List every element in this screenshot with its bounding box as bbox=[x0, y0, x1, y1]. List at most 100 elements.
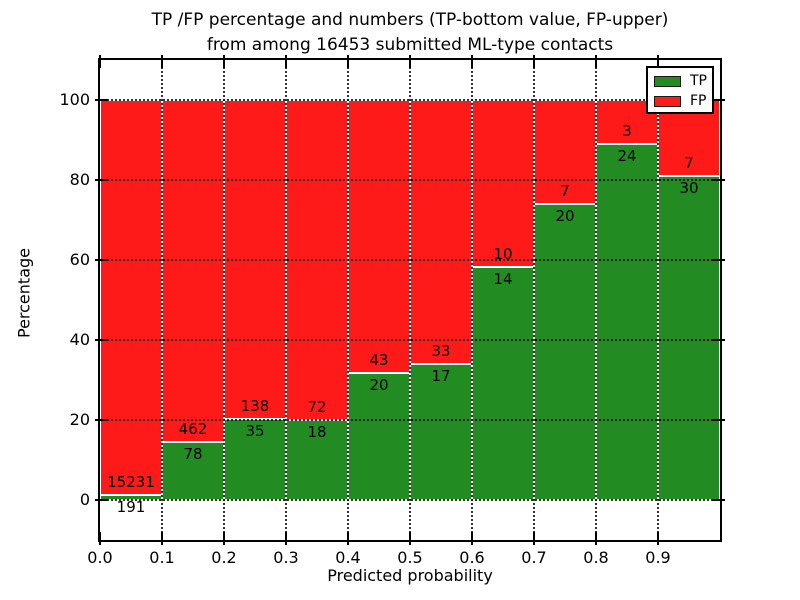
x-tick-bottom bbox=[347, 532, 349, 545]
x-tick-top bbox=[471, 55, 473, 68]
gridline-x-0.4 bbox=[347, 60, 349, 540]
legend-label-fp: FP bbox=[690, 93, 707, 109]
y-tick-right bbox=[712, 259, 725, 261]
x-tick-bottom bbox=[99, 532, 101, 545]
y-tick-left bbox=[95, 179, 108, 181]
fp-count-label-3: 72 bbox=[307, 398, 327, 416]
x-tick-bottom bbox=[223, 532, 225, 545]
x-tick-top bbox=[223, 55, 225, 68]
x-tick-label-0.5: 0.5 bbox=[397, 548, 423, 567]
gridline-y-100 bbox=[100, 99, 720, 101]
tp-count-label-2: 35 bbox=[245, 422, 265, 441]
y-tick-label-80: 80 bbox=[69, 170, 90, 189]
legend-swatch-fp bbox=[654, 95, 681, 107]
tp-count-label-6: 14 bbox=[493, 269, 513, 288]
x-tick-top bbox=[409, 55, 411, 68]
x-tick-bottom bbox=[161, 532, 163, 545]
y-tick-right bbox=[712, 99, 725, 101]
x-tick-bottom bbox=[285, 532, 287, 545]
fp-count-label-5: 33 bbox=[431, 342, 451, 360]
bar-segment-tp-7 bbox=[534, 203, 596, 500]
x-tick-top bbox=[347, 55, 349, 68]
bar-segment-fp-0 bbox=[100, 100, 162, 496]
legend-label-tp: TP bbox=[690, 73, 707, 89]
tp-count-label-0: 191 bbox=[116, 498, 146, 517]
tp-count-label-8: 24 bbox=[617, 147, 637, 166]
y-tick-label-100: 100 bbox=[59, 90, 90, 109]
y-tick-right bbox=[712, 179, 725, 181]
gridline-y-0 bbox=[100, 499, 720, 501]
legend-entry-fp: FP bbox=[654, 91, 712, 111]
gridline-x-0.5 bbox=[409, 60, 411, 540]
fp-count-label-1: 462 bbox=[178, 420, 208, 439]
gridline-x-0.8 bbox=[595, 60, 597, 540]
fp-count-label-4: 43 bbox=[369, 351, 389, 369]
x-tick-bottom bbox=[657, 532, 659, 545]
plot-area: 15231 191 462 78 138 35 72 18 43 20 33 17 10 14 7 20 3 24… bbox=[95, 55, 725, 545]
x-tick-label-0.0: 0.0 bbox=[87, 548, 113, 567]
y-tick-left bbox=[95, 259, 108, 261]
x-tick-bottom bbox=[471, 532, 473, 545]
gridline-x-0.2 bbox=[223, 60, 225, 540]
fp-count-label-7: 7 bbox=[560, 181, 570, 200]
y-axis-label: Percentage bbox=[14, 247, 34, 339]
gridline-x-0.7 bbox=[533, 60, 535, 540]
bar-segment-tp-5 bbox=[410, 364, 472, 500]
x-tick-top bbox=[657, 55, 659, 68]
x-tick-label-0.2: 0.2 bbox=[211, 548, 237, 567]
x-tick-bottom bbox=[533, 532, 535, 545]
y-tick-right bbox=[712, 339, 725, 341]
gridline-y-60 bbox=[100, 259, 720, 261]
chart-title-line-2: from among 16453 submitted ML-type conta… bbox=[206, 34, 614, 55]
tp-count-label-7: 20 bbox=[555, 206, 575, 225]
x-tick-label-0.3: 0.3 bbox=[273, 548, 299, 567]
bar-segment-tp-9 bbox=[658, 175, 720, 500]
x-tick-label-0.7: 0.7 bbox=[521, 548, 547, 567]
x-tick-bottom bbox=[409, 532, 411, 545]
legend-entry-tp: TP bbox=[654, 71, 712, 91]
x-tick-top bbox=[99, 55, 101, 68]
y-tick-left bbox=[95, 99, 108, 101]
fp-count-label-9: 7 bbox=[684, 153, 694, 172]
plot-inner: 15231 191 462 78 138 35 72 18 43 20 33 17 10 14 7 20 3 24… bbox=[95, 55, 725, 545]
bar-segment-fp-1 bbox=[162, 100, 224, 443]
tp-count-label-4: 20 bbox=[369, 376, 389, 394]
y-tick-label-0: 0 bbox=[79, 490, 90, 509]
tp-count-label-1: 78 bbox=[183, 445, 203, 464]
x-tick-top bbox=[161, 55, 163, 68]
y-tick-label-60: 60 bbox=[69, 250, 90, 269]
tp-count-label-3: 18 bbox=[307, 423, 327, 441]
legend: TP FP bbox=[646, 66, 714, 114]
bar-segment-tp-6 bbox=[472, 266, 534, 500]
bar-segment-fp-6 bbox=[472, 100, 534, 267]
bar-segment-fp-5 bbox=[410, 100, 472, 364]
x-tick-top bbox=[533, 55, 535, 68]
y-tick-right bbox=[712, 419, 725, 421]
bar-segment-tp-4 bbox=[348, 373, 410, 500]
x-tick-label-0.4: 0.4 bbox=[335, 548, 361, 567]
y-tick-left bbox=[95, 499, 108, 501]
gridline-x-0.3 bbox=[285, 60, 287, 540]
bar-segment-tp-8 bbox=[596, 144, 658, 500]
tp-count-label-9: 30 bbox=[679, 178, 699, 197]
x-tick-label-0.1: 0.1 bbox=[149, 548, 175, 567]
y-tick-left bbox=[95, 419, 108, 421]
bar-segment-fp-4 bbox=[348, 100, 410, 373]
y-tick-right bbox=[712, 499, 725, 501]
gridline-x-0.6 bbox=[471, 60, 473, 540]
gridline-y-20 bbox=[100, 419, 720, 421]
gridline-y-40 bbox=[100, 339, 720, 341]
legend-swatch-tp bbox=[654, 75, 681, 87]
chart-title: TP /FP percentage and numbers (TP-bottom… bbox=[90, 8, 730, 57]
fp-count-label-0: 15231 bbox=[107, 473, 155, 492]
tp-count-label-5: 17 bbox=[431, 367, 451, 385]
fp-count-label-2: 138 bbox=[240, 397, 270, 416]
x-tick-label-0.6: 0.6 bbox=[459, 548, 485, 567]
gridline-x-0.9 bbox=[657, 60, 659, 540]
x-tick-top bbox=[285, 55, 287, 68]
x-tick-label-0.9: 0.9 bbox=[645, 548, 671, 567]
x-tick-top bbox=[595, 55, 597, 68]
x-tick-bottom bbox=[595, 532, 597, 545]
x-axis-label: Predicted probability bbox=[327, 566, 493, 585]
